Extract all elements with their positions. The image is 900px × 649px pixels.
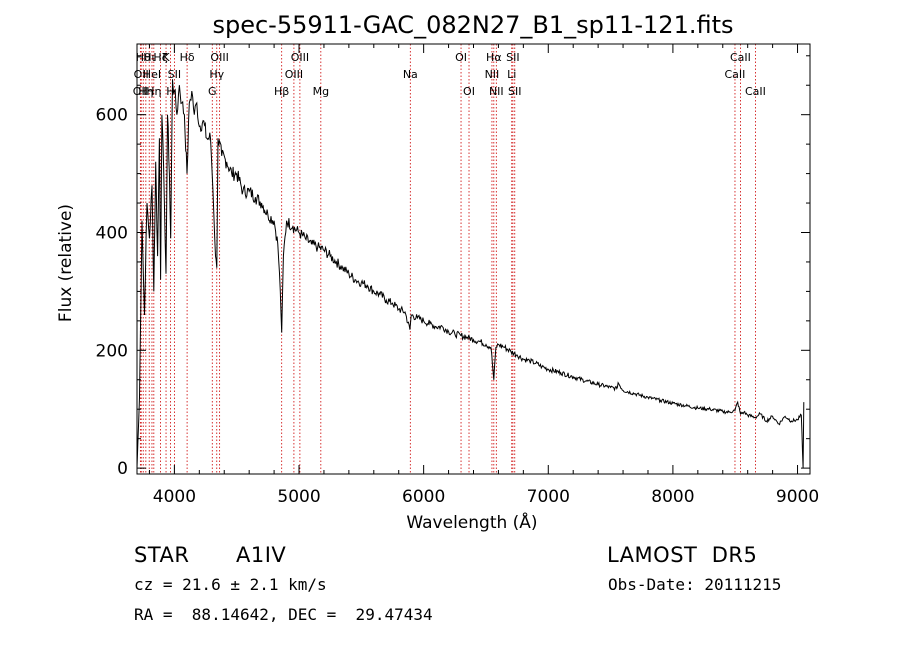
line-label: OIII	[291, 51, 309, 64]
x-tick-label: 9000	[776, 487, 819, 507]
line-label: SII	[506, 51, 519, 64]
y-tick-label: 400	[96, 223, 128, 243]
line-label: OIII	[210, 51, 228, 64]
redshift-value: cz = 21.6 ± 2.1 km/s	[134, 575, 327, 594]
line-label: OI	[455, 51, 467, 64]
x-tick-label: 8000	[651, 487, 694, 507]
line-label: CaII	[725, 68, 746, 81]
spectral-line-labels: OIIOIIHθHηHιHeIHηHζKHSIIHδGHγOIIIHβOIIIO…	[133, 51, 766, 98]
spectral-subclass: A1IV	[236, 543, 287, 567]
x-tick-label: 6000	[402, 487, 445, 507]
x-axis: 4000 5000 6000 7000 8000 9000	[148, 44, 819, 507]
line-label: OIII	[285, 68, 303, 81]
y-tick-label: 600	[96, 106, 128, 126]
y-tick-label: 0	[117, 459, 128, 479]
line-label: Hθ	[136, 51, 151, 64]
line-label: SII	[168, 68, 181, 81]
line-label: NII	[485, 68, 500, 81]
y-axis: 0 200 400 600	[96, 55, 810, 479]
spectral-line-markers	[139, 44, 756, 474]
line-label: G	[208, 85, 217, 98]
coordinates: RA = 88.14642, DEC = 29.47434	[134, 605, 433, 624]
line-label: Li	[507, 68, 516, 81]
observation-date: Obs-Date: 20111215	[608, 575, 782, 594]
line-label: K	[162, 51, 170, 64]
line-label: Mg	[313, 85, 329, 98]
x-tick-label: 4000	[153, 487, 196, 507]
line-label: Na	[403, 68, 418, 81]
x-tick-label: 5000	[277, 487, 320, 507]
survey-name: LAMOST DR5	[607, 543, 758, 567]
line-label: HeI	[143, 68, 161, 81]
line-label: CaII	[730, 51, 751, 64]
object-type: STAR	[134, 543, 190, 567]
x-axis-label: Wavelength (Å)	[406, 511, 537, 533]
line-label: SII	[508, 85, 521, 98]
line-label: H	[166, 85, 174, 98]
line-label: Hβ	[274, 85, 289, 98]
line-label: Hη	[138, 85, 153, 98]
line-label: Hα	[486, 51, 502, 64]
chart-title: spec-55911-GAC_082N27_B1_sp11-121.fits	[212, 11, 733, 39]
spectrum-line	[136, 79, 805, 469]
y-axis-label: Flux (relative)	[56, 204, 76, 322]
x-tick-label: 7000	[527, 487, 570, 507]
y-tick-label: 200	[96, 341, 128, 361]
line-label: CaII	[745, 85, 766, 98]
line-label: Hγ	[209, 68, 224, 81]
line-label: Hη	[146, 85, 161, 98]
line-label: OI	[463, 85, 475, 98]
line-label: Hζ	[153, 51, 167, 64]
line-label: NII	[489, 85, 504, 98]
line-label: Hι	[143, 51, 155, 64]
line-label: Hδ	[180, 51, 195, 64]
